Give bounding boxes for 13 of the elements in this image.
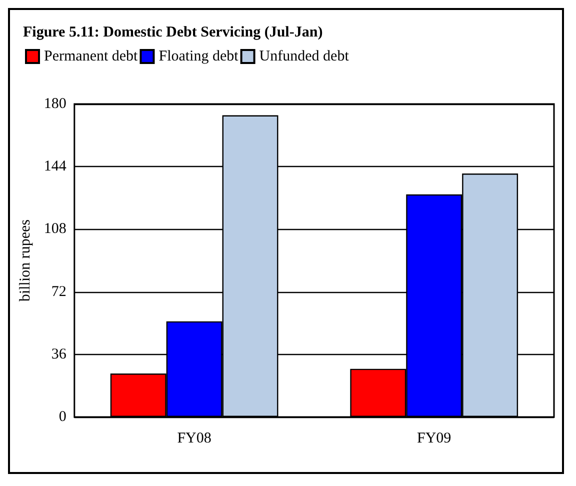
y-tick-label: 144 <box>44 158 67 175</box>
x-tick-label: FY09 <box>417 430 452 446</box>
chart-title: Figure 5.11: Domestic Debt Servicing (Jul-Jan) <box>23 24 323 40</box>
legend-label: Floating debt <box>158 48 240 64</box>
y-tick-label: 180 <box>44 96 66 112</box>
y-tick-label: 108 <box>44 221 66 238</box>
y-axis-title: billion rupees <box>18 219 34 302</box>
legend-label: Unfunded debt <box>259 48 350 64</box>
y-tick-label: 72 <box>51 284 66 300</box>
y-tick-label: 0 <box>58 409 66 425</box>
x-tick-label: FY08 <box>177 430 212 446</box>
y-tick-label: 36 <box>51 346 67 362</box>
legend-label: Permanent debt <box>44 48 139 64</box>
